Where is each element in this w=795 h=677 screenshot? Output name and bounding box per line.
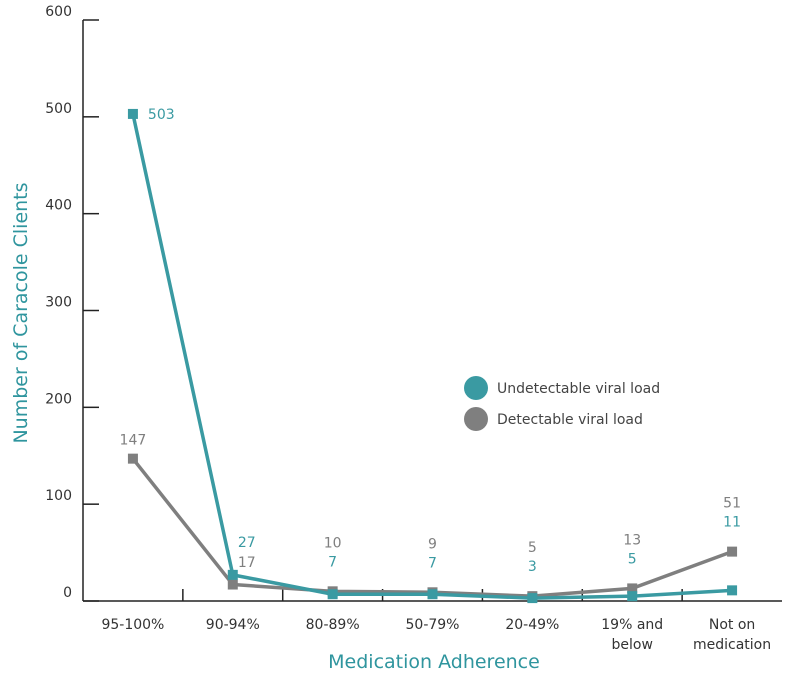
data-point bbox=[727, 546, 738, 557]
data-label: 9 bbox=[428, 536, 437, 552]
x-tick-label: 50-79% bbox=[406, 617, 460, 633]
data-point bbox=[127, 453, 138, 464]
y-tick-label: 500 bbox=[45, 101, 72, 117]
data-label: 10 bbox=[324, 535, 342, 551]
x-axis-title: Medication Adherence bbox=[328, 651, 540, 673]
x-tick-label: 19% and below bbox=[601, 617, 663, 653]
y-tick-label: 100 bbox=[45, 488, 72, 504]
x-tick-label: 20-49% bbox=[505, 617, 559, 633]
data-label: 11 bbox=[723, 515, 741, 531]
x-tick-label-line: 50-79% bbox=[406, 617, 460, 633]
y-tick-label: 200 bbox=[45, 391, 72, 407]
data-label: 7 bbox=[328, 554, 337, 570]
data-label: 5 bbox=[628, 551, 637, 567]
data-label: 51 bbox=[723, 496, 741, 512]
x-tick-label: 80-89% bbox=[306, 617, 360, 633]
x-tick-label-line: 80-89% bbox=[306, 617, 360, 633]
x-tick-label-line: below bbox=[612, 637, 653, 653]
data-point bbox=[327, 589, 338, 600]
data-label: 3 bbox=[528, 559, 537, 575]
x-tick-label-line: 90-94% bbox=[206, 617, 260, 633]
y-axis-title: Number of Caracole Clients bbox=[10, 182, 32, 443]
x-tick-label: 90-94% bbox=[206, 617, 260, 633]
x-tick-label: 95-100% bbox=[101, 617, 164, 633]
legend-label: Detectable viral load bbox=[497, 412, 643, 428]
data-label: 17 bbox=[238, 555, 256, 571]
x-tick-label-line: Not on bbox=[709, 617, 755, 633]
data-point bbox=[227, 579, 238, 590]
data-point bbox=[627, 583, 638, 594]
axes: 0 100 200 300 400 500 600 95-100% 90-94% 80-89% 50… bbox=[45, 4, 782, 653]
series-line bbox=[131, 113, 733, 600]
data-point bbox=[227, 569, 238, 580]
y-tick-label: 600 bbox=[45, 4, 72, 20]
legend-marker bbox=[464, 407, 488, 431]
x-tick-label-line: 95-100% bbox=[101, 617, 164, 633]
data-point bbox=[527, 593, 538, 604]
series-layer bbox=[127, 108, 738, 604]
legend-label: Undetectable viral load bbox=[497, 381, 660, 397]
data-label: 27 bbox=[238, 535, 256, 551]
x-tick-label-line: 20-49% bbox=[505, 617, 559, 633]
data-label: 7 bbox=[428, 555, 437, 571]
data-label: 147 bbox=[120, 433, 147, 449]
data-label: 503 bbox=[148, 107, 175, 123]
y-tick-label: 300 bbox=[45, 295, 72, 311]
y-tick-label: 0 bbox=[63, 585, 72, 601]
data-point bbox=[427, 589, 438, 600]
legend: Undetectable viral load Detectable viral … bbox=[464, 376, 660, 431]
data-label: 13 bbox=[623, 532, 641, 548]
x-tick-label-line: 19% and bbox=[601, 617, 663, 633]
legend-marker bbox=[464, 376, 488, 400]
y-tick-label: 400 bbox=[45, 198, 72, 214]
data-point bbox=[127, 108, 138, 119]
data-point bbox=[627, 591, 638, 602]
x-tick-label-line: medication bbox=[693, 637, 771, 653]
data-label: 5 bbox=[528, 540, 537, 556]
data-labels: 503 147 27 17 10 7 9 7 5 3 13 5 51 11 bbox=[120, 107, 741, 575]
x-tick-label: Not on medication bbox=[693, 617, 771, 653]
data-point bbox=[727, 585, 738, 596]
